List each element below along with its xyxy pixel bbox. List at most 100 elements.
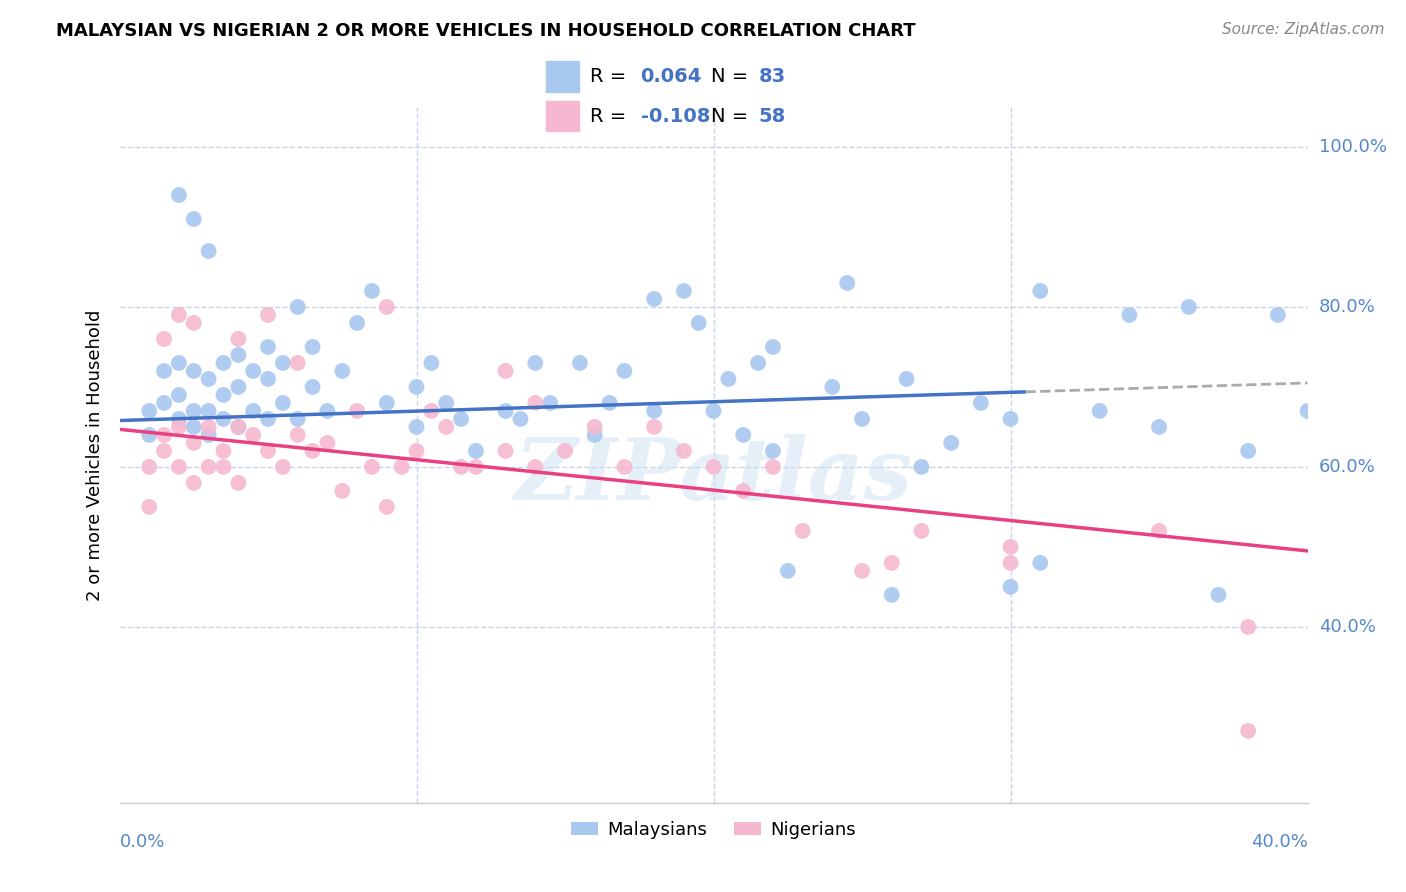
Point	[183, 420, 205, 434]
Point	[524, 459, 547, 474]
Point	[495, 404, 517, 418]
Point	[138, 500, 160, 514]
Point	[450, 412, 472, 426]
Point	[509, 412, 531, 426]
Point	[257, 340, 280, 354]
Point	[583, 428, 606, 442]
Point	[524, 396, 547, 410]
Point	[672, 284, 695, 298]
Point	[851, 412, 873, 426]
Text: Source: ZipAtlas.com: Source: ZipAtlas.com	[1222, 22, 1385, 37]
Point	[776, 564, 799, 578]
Point	[153, 428, 176, 442]
Point	[228, 332, 250, 346]
Point	[643, 420, 665, 434]
Point	[1237, 444, 1260, 458]
Point	[330, 483, 353, 498]
Point	[375, 500, 398, 514]
Point	[1088, 404, 1111, 418]
Text: 40.0%: 40.0%	[1319, 618, 1375, 636]
Point	[183, 475, 205, 490]
Point	[970, 396, 993, 410]
Point	[464, 459, 486, 474]
Point	[197, 459, 219, 474]
Point	[391, 459, 413, 474]
Point	[613, 364, 636, 378]
Point	[301, 380, 323, 394]
Y-axis label: 2 or more Vehicles in Household: 2 or more Vehicles in Household	[86, 310, 104, 600]
Point	[702, 404, 725, 418]
Point	[197, 404, 219, 418]
Bar	[546, 62, 579, 92]
Point	[896, 372, 918, 386]
Text: 80.0%: 80.0%	[1319, 298, 1375, 316]
Text: R =: R =	[591, 67, 633, 86]
Point	[450, 459, 472, 474]
Point	[287, 356, 309, 370]
Text: 100.0%: 100.0%	[1319, 138, 1386, 156]
Point	[197, 244, 219, 258]
Point	[538, 396, 561, 410]
Point	[733, 483, 755, 498]
Point	[792, 524, 814, 538]
Point	[330, 364, 353, 378]
Point	[212, 444, 235, 458]
Point	[301, 444, 323, 458]
Point	[271, 459, 294, 474]
Point	[1237, 723, 1260, 738]
Point	[643, 404, 665, 418]
Point	[167, 308, 190, 322]
Point	[183, 212, 205, 227]
Point	[212, 388, 235, 402]
Point	[1000, 580, 1022, 594]
Point	[762, 340, 785, 354]
Point	[153, 364, 176, 378]
Point	[346, 316, 368, 330]
Point	[568, 356, 591, 370]
Point	[257, 372, 280, 386]
Point	[183, 404, 205, 418]
Point	[153, 444, 176, 458]
Point	[167, 459, 190, 474]
Text: -0.108: -0.108	[641, 107, 710, 126]
Point	[405, 420, 427, 434]
Point	[583, 420, 606, 434]
Point	[167, 420, 190, 434]
Point	[1237, 620, 1260, 634]
Point	[153, 332, 176, 346]
Point	[287, 428, 309, 442]
Point	[762, 459, 785, 474]
Point	[524, 356, 547, 370]
Point	[1118, 308, 1140, 322]
Point	[1147, 524, 1170, 538]
Point	[257, 444, 280, 458]
Point	[747, 356, 769, 370]
Point	[733, 428, 755, 442]
Point	[271, 356, 294, 370]
Point	[138, 428, 160, 442]
Point	[1029, 556, 1052, 570]
Point	[138, 404, 160, 418]
Point	[257, 412, 280, 426]
Point	[910, 524, 932, 538]
Point	[212, 356, 235, 370]
Point	[167, 412, 190, 426]
Point	[183, 436, 205, 450]
Point	[228, 420, 250, 434]
Point	[375, 396, 398, 410]
Point	[910, 459, 932, 474]
Point	[688, 316, 710, 330]
Point	[464, 444, 486, 458]
Text: 60.0%: 60.0%	[1319, 458, 1375, 476]
Text: 40.0%: 40.0%	[1251, 833, 1308, 851]
Point	[271, 396, 294, 410]
Point	[939, 436, 962, 450]
Point	[643, 292, 665, 306]
Point	[851, 564, 873, 578]
Point	[554, 444, 576, 458]
Text: R =: R =	[591, 107, 633, 126]
Point	[301, 340, 323, 354]
Point	[242, 364, 264, 378]
Point	[167, 388, 190, 402]
Point	[228, 348, 250, 362]
